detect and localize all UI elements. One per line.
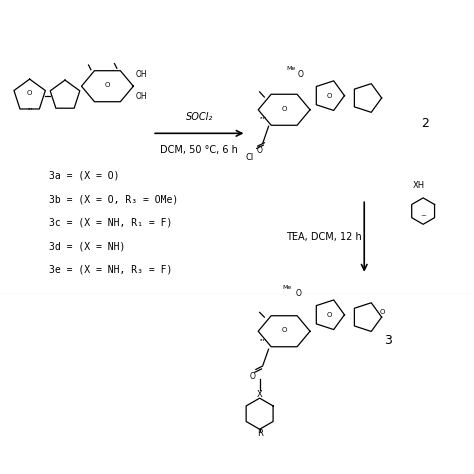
Text: O: O	[326, 312, 332, 318]
Text: Me: Me	[283, 285, 292, 291]
Text: O: O	[282, 328, 287, 333]
Text: ~: ~	[420, 213, 426, 219]
Text: O: O	[250, 372, 256, 381]
Text: Me: Me	[287, 66, 296, 71]
Text: SOCl₂: SOCl₂	[186, 111, 213, 121]
Text: TEA, DCM, 12 h: TEA, DCM, 12 h	[286, 232, 362, 242]
Text: Cl: Cl	[246, 153, 254, 162]
Text: 3a = (X = O): 3a = (X = O)	[48, 171, 119, 181]
Text: 3b = (X = O, R₃ = OMe): 3b = (X = O, R₃ = OMe)	[48, 194, 178, 204]
Text: O: O	[380, 310, 385, 315]
Text: 3: 3	[384, 334, 392, 347]
Text: 2: 2	[421, 118, 429, 130]
Text: O: O	[326, 92, 332, 99]
Text: DCM, 50 °C, 6 h: DCM, 50 °C, 6 h	[160, 145, 238, 155]
Text: O: O	[257, 146, 263, 155]
Text: O: O	[27, 90, 32, 96]
Text: '''': ''''	[260, 338, 267, 344]
Text: O: O	[282, 106, 287, 112]
Text: XH: XH	[412, 181, 425, 190]
Text: X: X	[257, 391, 263, 400]
Text: OH: OH	[136, 70, 147, 79]
Text: O: O	[105, 82, 110, 88]
Text: O: O	[295, 289, 301, 298]
Text: 3c = (X = NH, R₁ = F): 3c = (X = NH, R₁ = F)	[48, 218, 172, 228]
Text: O: O	[298, 70, 303, 79]
Text: ''': '''	[28, 107, 34, 113]
Text: R: R	[257, 429, 263, 438]
Text: 3d = (X = NH): 3d = (X = NH)	[48, 241, 125, 251]
Text: 3e = (X = NH, R₃ = F): 3e = (X = NH, R₃ = F)	[48, 265, 172, 275]
Text: OH: OH	[136, 92, 147, 101]
Text: '''': ''''	[260, 117, 267, 123]
